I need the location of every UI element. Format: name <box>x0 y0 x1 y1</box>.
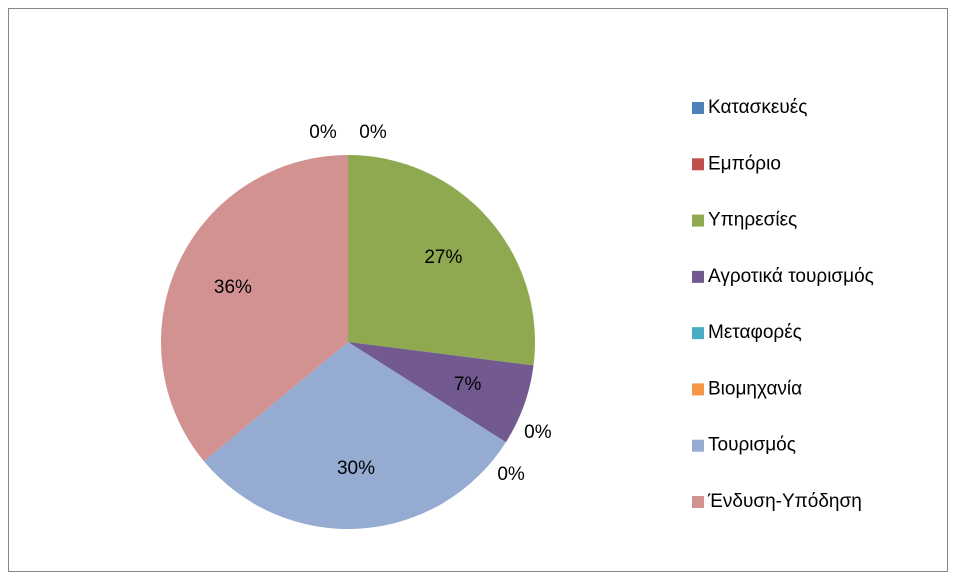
legend-swatch <box>692 496 704 508</box>
legend-label: Εμπόριο <box>708 153 781 174</box>
pie-slice <box>203 342 506 529</box>
legend-label: Αγροτικά τουρισμός <box>708 266 874 287</box>
legend-swatch <box>692 102 704 114</box>
legend-label: Υπηρεσίες <box>708 210 797 231</box>
data-label: 30% <box>337 458 375 479</box>
data-label: 36% <box>214 277 252 298</box>
pie-slice <box>161 155 348 462</box>
legend-swatch <box>692 158 704 171</box>
legend-label: Μεταφορές <box>708 322 802 343</box>
data-label: 0% <box>359 122 387 143</box>
pie-slice <box>348 342 534 443</box>
pie-slice <box>348 155 535 366</box>
legend-swatch <box>692 439 704 452</box>
legend-label: Ένδυση-Υπόδηση <box>707 491 862 512</box>
data-label: 0% <box>309 122 337 143</box>
data-label: 27% <box>424 247 462 268</box>
legend-swatch <box>692 270 704 283</box>
legend-label: Κατασκευές <box>708 97 807 118</box>
legend-label: Βιομηχανία <box>708 378 802 399</box>
data-label: 7% <box>454 374 482 395</box>
legend-swatch <box>692 383 704 396</box>
legend-label: Τουρισμός <box>708 435 796 456</box>
data-label: 0% <box>524 422 552 443</box>
data-label: 0% <box>497 464 525 485</box>
legend-swatch <box>692 327 704 340</box>
legend-swatch <box>692 214 704 227</box>
